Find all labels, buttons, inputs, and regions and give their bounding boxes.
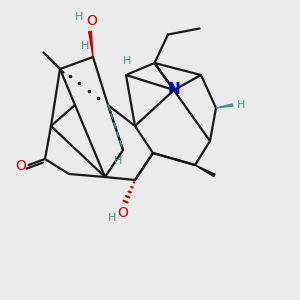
Text: H: H (123, 56, 132, 67)
Text: H: H (236, 100, 245, 110)
Text: H: H (80, 40, 89, 51)
Polygon shape (195, 165, 215, 177)
Polygon shape (89, 31, 93, 57)
Text: H: H (107, 213, 116, 224)
Text: O: O (16, 160, 26, 173)
Text: H: H (74, 11, 83, 22)
Text: O: O (86, 14, 97, 28)
Text: H: H (114, 155, 123, 166)
Text: N: N (168, 82, 180, 98)
Polygon shape (216, 104, 233, 108)
Text: O: O (118, 206, 128, 220)
